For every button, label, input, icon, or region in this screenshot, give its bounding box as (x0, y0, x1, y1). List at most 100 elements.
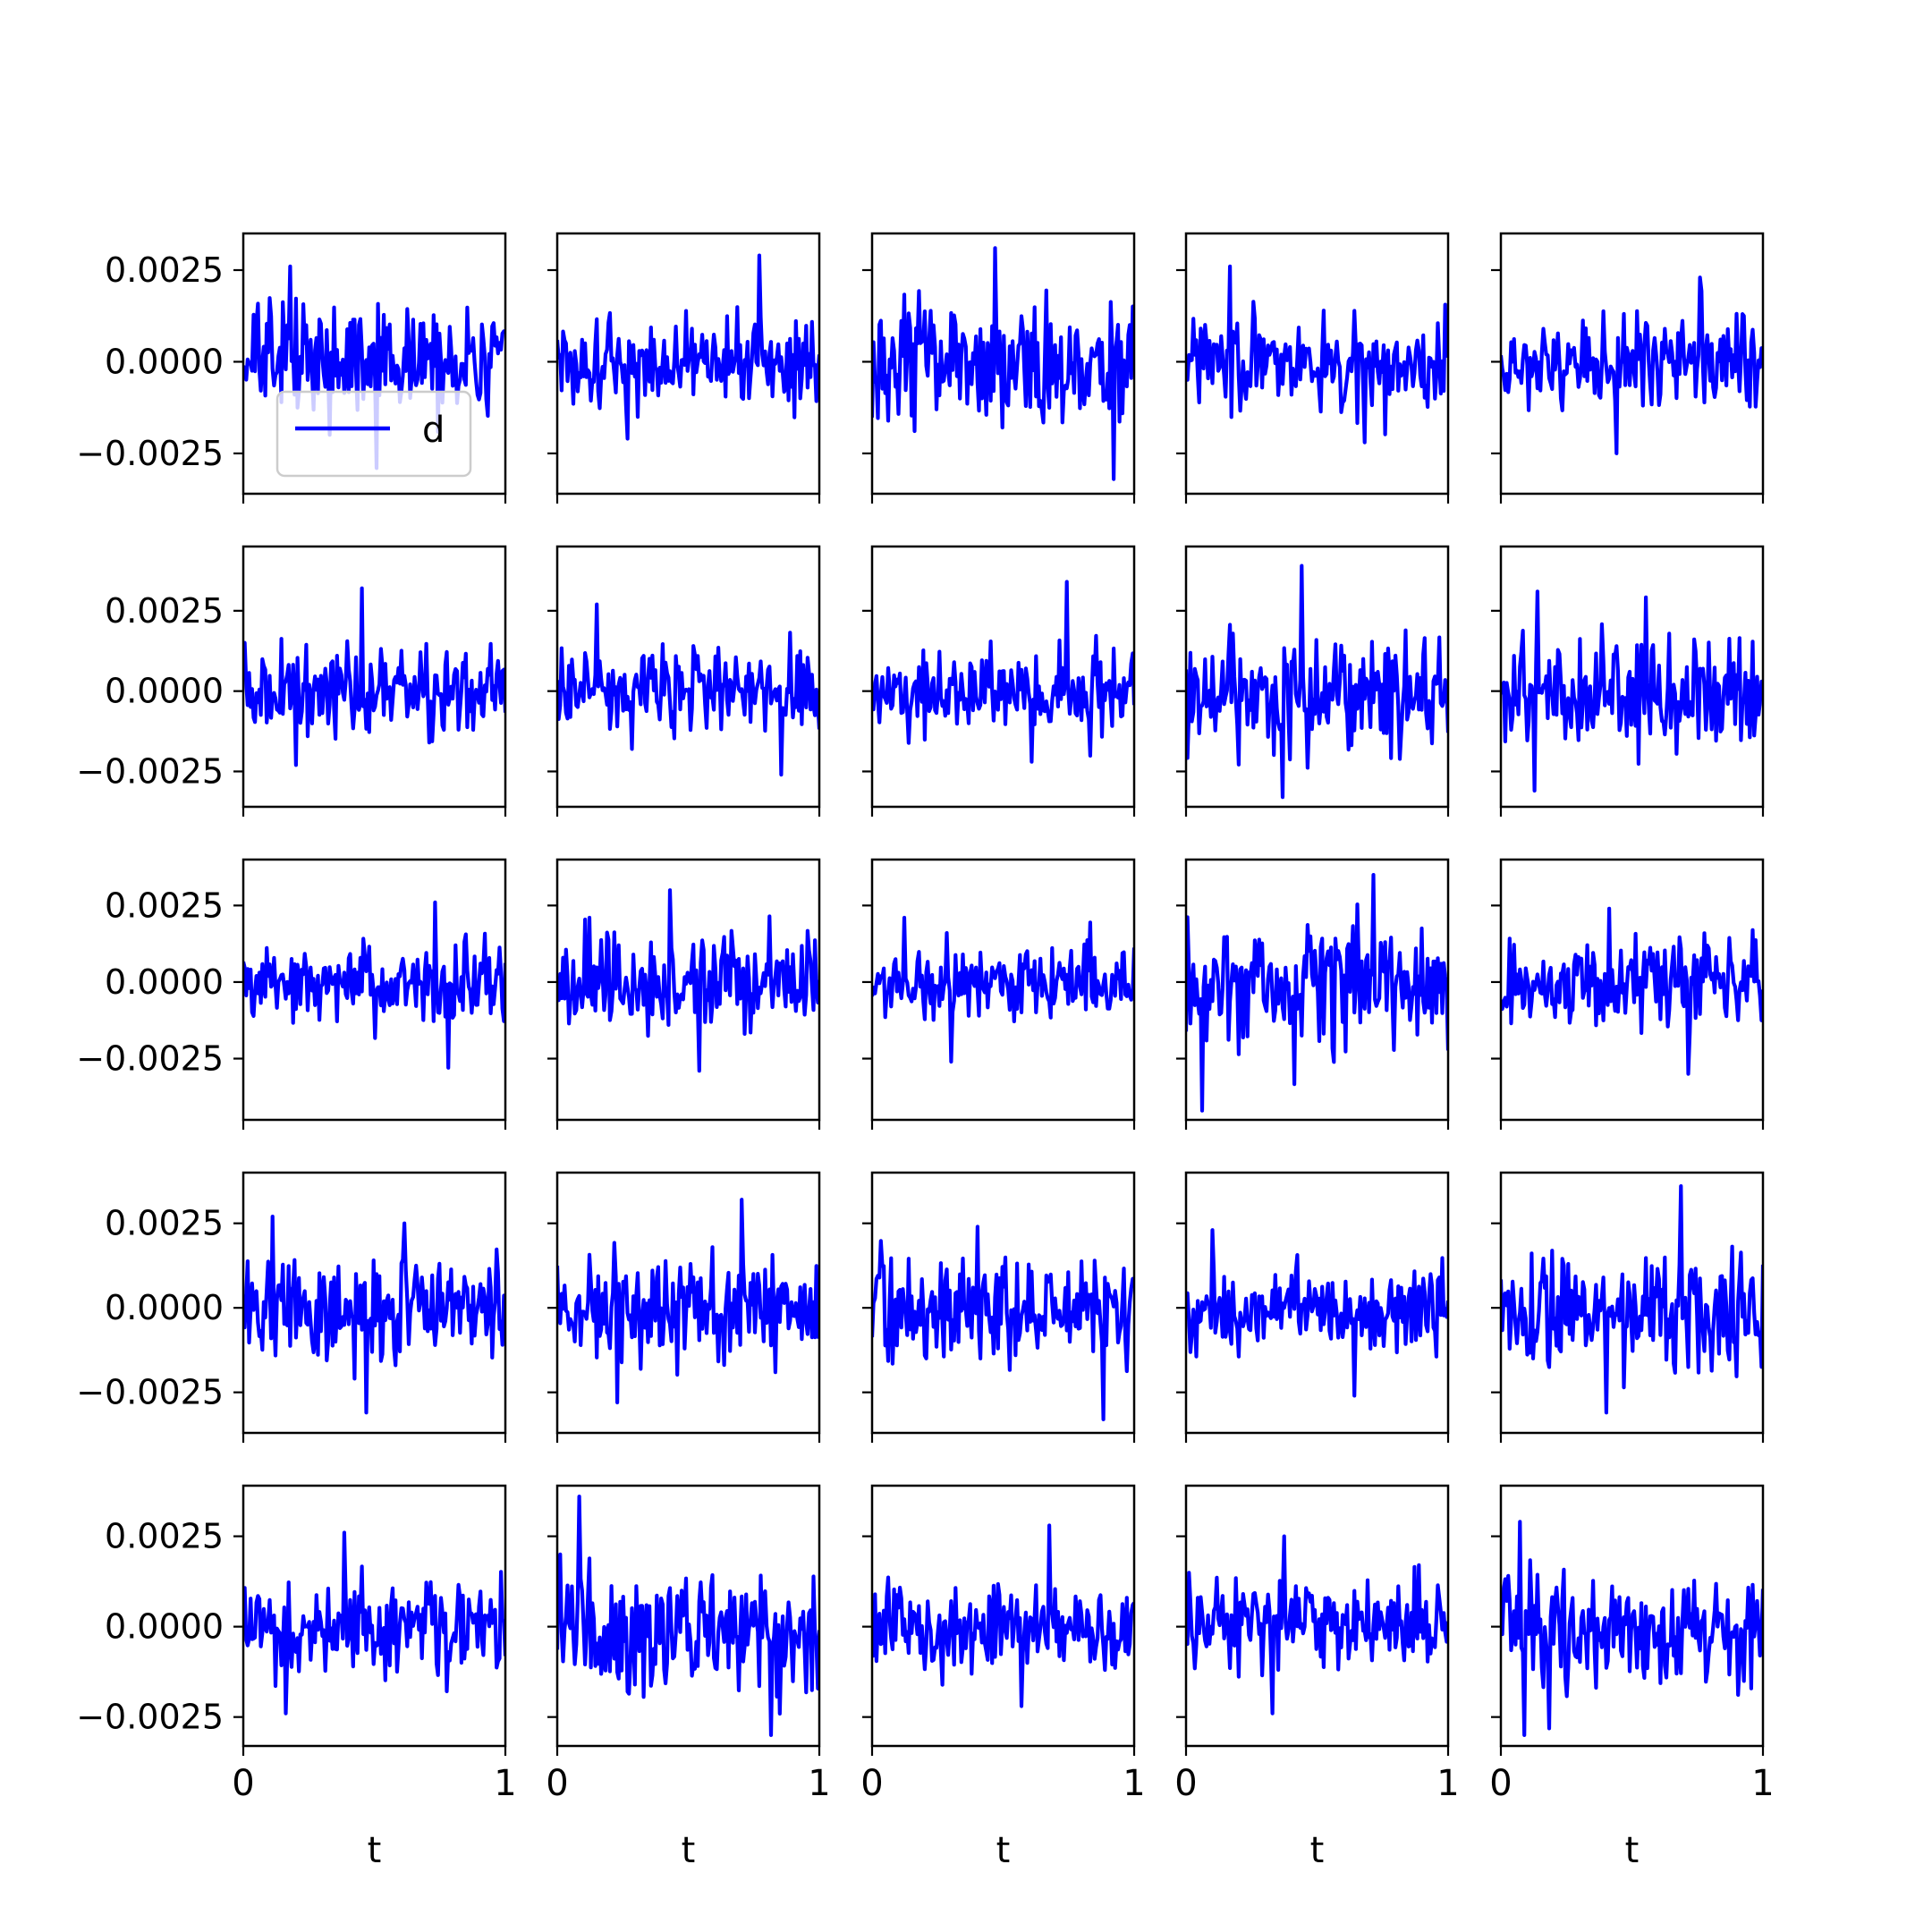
axes-frame (242, 1171, 507, 1435)
x-axis-label: t (368, 1830, 382, 1871)
subplot-r3-c0: 0.0025 0.0000 −0.0025 (76, 1171, 507, 1443)
x-axis-label: t (996, 1830, 1011, 1871)
axes-frame (1499, 1484, 1765, 1748)
series-line-d (557, 1198, 819, 1405)
series-line-d (243, 1530, 505, 1716)
series-line-d (243, 1215, 505, 1415)
y-tick-label: 0.0000 (105, 342, 224, 381)
y-tick-label: 0.0025 (105, 250, 224, 290)
y-tick-label: 0.0025 (105, 1204, 224, 1243)
y-tick-label: −0.0025 (76, 1698, 224, 1737)
x-tick-label: 1 (494, 1763, 516, 1804)
subplot-r1-c3 (1176, 545, 1450, 817)
axes-frame (1184, 858, 1450, 1122)
series-line-d (1501, 275, 1763, 455)
axes-frame (1184, 232, 1450, 496)
subplot-r0-c1 (547, 232, 821, 504)
subplot-r3-c3 (1176, 1171, 1450, 1443)
series-line-d (557, 253, 819, 441)
x-tick-label: 0 (1489, 1763, 1512, 1804)
axes-frame (555, 1171, 821, 1435)
subplot-r3-c1 (547, 1171, 821, 1443)
series-line-d (1186, 873, 1448, 1113)
series-line-d (872, 246, 1134, 481)
series-line-d (243, 264, 505, 470)
y-tick-label: 0.0000 (105, 962, 224, 1002)
y-tick-label: 0.0025 (105, 886, 224, 925)
axes-frame (555, 858, 821, 1122)
axes-frame (870, 545, 1136, 809)
subplot-r3-c2 (862, 1171, 1136, 1443)
legend-box (275, 390, 472, 478)
axes-frame (1499, 545, 1765, 809)
axes-frame (1499, 858, 1765, 1122)
axes-frame (242, 545, 507, 809)
x-axis-label: t (1625, 1830, 1640, 1871)
x-axis-label: t (1310, 1830, 1325, 1871)
y-tick-label: 0.0000 (105, 1288, 224, 1327)
subplot-r4-c3: 0 1 t (1174, 1484, 1460, 1871)
subplot-r0-c0: 0.0025 0.0000 −0.0025 d (76, 232, 507, 504)
series-line-d (1501, 1520, 1763, 1737)
axes-frame (870, 1171, 1136, 1435)
y-tick-label: 0.0000 (105, 672, 224, 711)
y-tick-label: −0.0025 (76, 751, 224, 791)
series-line-d (1186, 264, 1448, 445)
legend: d (275, 390, 472, 478)
subplot-r0-c3 (1176, 232, 1450, 504)
subplot-r4-c2: 0 1 t (860, 1484, 1146, 1871)
subplot-r3-c4 (1491, 1171, 1765, 1443)
series-line-d (1186, 564, 1448, 800)
axes-frame (1499, 1171, 1765, 1435)
subplot-r4-c1: 0 1 t (546, 1484, 831, 1871)
subplot-r2-c1 (547, 858, 821, 1130)
x-tick-label: 0 (860, 1763, 883, 1804)
subplot-r4-c4: 0 1 t (1489, 1484, 1775, 1871)
x-tick-label: 1 (1751, 1763, 1774, 1804)
y-tick-label: −0.0025 (76, 1039, 224, 1079)
axes-frame (242, 858, 507, 1122)
subplot-r1-c1 (547, 545, 821, 817)
series-line-d (1501, 906, 1763, 1076)
series-line-d (557, 1495, 819, 1737)
series-line-d (243, 586, 505, 767)
y-tick-label: 0.0025 (105, 1517, 224, 1556)
x-axis-label: t (682, 1830, 696, 1871)
axes-frame (870, 858, 1136, 1122)
subplot-r1-c2 (862, 545, 1136, 817)
subplot-r0-c2 (862, 232, 1136, 504)
axes-frame (1184, 545, 1450, 809)
subplot-r2-c3 (1176, 858, 1450, 1130)
axes-frame (870, 1484, 1136, 1748)
y-tick-label: −0.0025 (76, 434, 224, 473)
series-line-d (557, 888, 819, 1073)
subplot-r2-c0: 0.0025 0.0000 −0.0025 (76, 858, 507, 1130)
subplot-r0-c4 (1491, 232, 1765, 504)
axes-frame (555, 545, 821, 809)
subplot-r2-c4 (1491, 858, 1765, 1130)
series-line-d (243, 900, 505, 1070)
x-tick-label: 1 (1436, 1763, 1459, 1804)
axes-frame (1184, 1171, 1450, 1435)
series-line-d (1186, 1534, 1448, 1716)
x-tick-label: 0 (546, 1763, 568, 1804)
y-tick-label: −0.0025 (76, 1373, 224, 1412)
series-line-d (872, 580, 1134, 764)
series-line-d (1501, 589, 1763, 793)
series-line-d (1501, 1184, 1763, 1415)
axes-frame (870, 232, 1136, 496)
subplot-r1-c4 (1491, 545, 1765, 817)
series-line-d (1186, 1228, 1448, 1398)
y-tick-label: 0.0000 (105, 1607, 224, 1647)
x-tick-label: 1 (1123, 1763, 1145, 1804)
legend-label-d: d (422, 410, 445, 451)
axes-frame (1184, 1484, 1450, 1748)
axes-frame (242, 1484, 507, 1748)
y-tick-label: 0.0025 (105, 591, 224, 631)
series-line-d (872, 1523, 1134, 1708)
axes-frame (242, 232, 507, 496)
axes-frame (555, 232, 821, 496)
series-line-d (872, 1224, 1134, 1421)
